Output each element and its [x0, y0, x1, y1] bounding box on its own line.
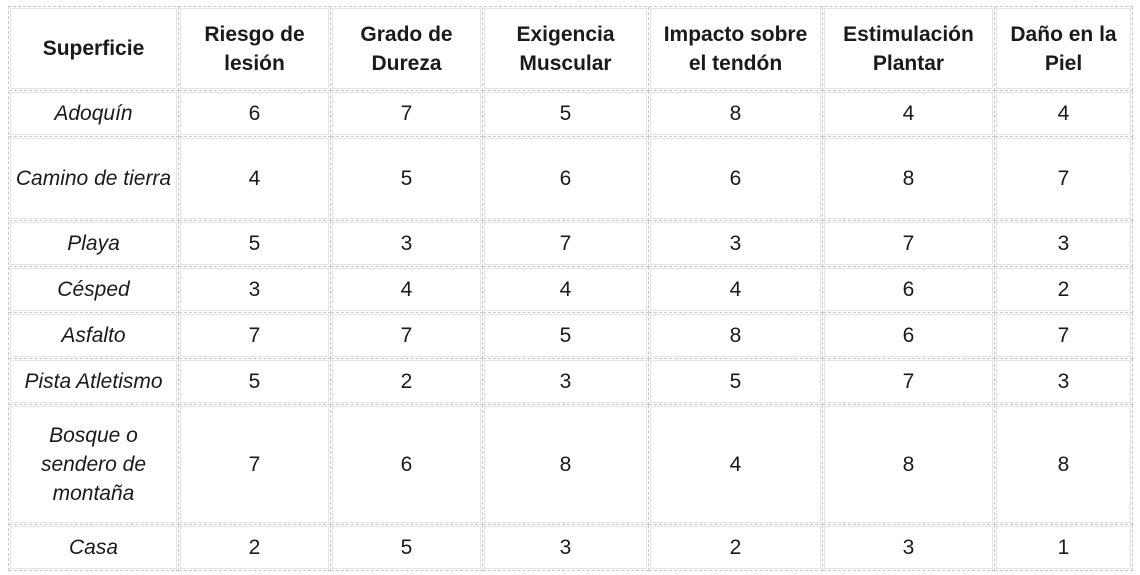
value-cell: 1: [995, 525, 1133, 571]
value-cell: 3: [331, 221, 483, 267]
table-container: Superficie Riesgo de lesión Grado de Dur…: [8, 6, 1133, 571]
value-cell: 3: [823, 525, 995, 571]
value-cell: 6: [823, 267, 995, 313]
header-dano-en-la-piel: Daño en la Piel: [995, 7, 1133, 91]
value-cell: 7: [995, 313, 1133, 359]
value-cell: 6: [483, 137, 649, 221]
value-cell: 5: [649, 359, 823, 405]
value-cell: 5: [179, 359, 331, 405]
value-cell: 7: [483, 221, 649, 267]
value-cell: 4: [823, 91, 995, 137]
table-row: Playa 5 3 7 3 7 3: [9, 221, 1133, 267]
value-cell: 8: [995, 405, 1133, 525]
value-cell: 7: [331, 313, 483, 359]
surface-name: Bosque o sendero de montaña: [9, 405, 179, 525]
value-cell: 5: [179, 221, 331, 267]
table-row: Asfalto 7 7 5 8 6 7: [9, 313, 1133, 359]
header-riesgo-de-lesion: Riesgo de lesión: [179, 7, 331, 91]
value-cell: 7: [179, 313, 331, 359]
value-cell: 2: [995, 267, 1133, 313]
value-cell: 4: [649, 267, 823, 313]
value-cell: 4: [331, 267, 483, 313]
surface-name: Césped: [9, 267, 179, 313]
value-cell: 5: [483, 91, 649, 137]
surface-name: Playa: [9, 221, 179, 267]
value-cell: 4: [995, 91, 1133, 137]
value-cell: 8: [823, 405, 995, 525]
value-cell: 8: [823, 137, 995, 221]
value-cell: 2: [331, 359, 483, 405]
table-header-row: Superficie Riesgo de lesión Grado de Dur…: [9, 7, 1133, 91]
value-cell: 4: [483, 267, 649, 313]
value-cell: 6: [823, 313, 995, 359]
header-estimulacion-plantar: Estimulación Plantar: [823, 7, 995, 91]
table-row: Camino de tierra 4 5 6 6 8 7: [9, 137, 1133, 221]
surface-comparison-table: Superficie Riesgo de lesión Grado de Dur…: [8, 6, 1133, 571]
value-cell: 6: [649, 137, 823, 221]
header-grado-de-dureza: Grado de Dureza: [331, 7, 483, 91]
surface-name: Asfalto: [9, 313, 179, 359]
header-exigencia-muscular: Exigencia Muscular: [483, 7, 649, 91]
surface-name: Adoquín: [9, 91, 179, 137]
value-cell: 3: [179, 267, 331, 313]
value-cell: 3: [483, 359, 649, 405]
value-cell: 7: [823, 221, 995, 267]
value-cell: 6: [331, 405, 483, 525]
table-row: Pista Atletismo 5 2 3 5 7 3: [9, 359, 1133, 405]
table-row: Adoquín 6 7 5 8 4 4: [9, 91, 1133, 137]
value-cell: 3: [649, 221, 823, 267]
table-row: Casa 2 5 3 2 3 1: [9, 525, 1133, 571]
value-cell: 7: [995, 137, 1133, 221]
table-row: Bosque o sendero de montaña 7 6 8 4 8 8: [9, 405, 1133, 525]
value-cell: 7: [331, 91, 483, 137]
value-cell: 8: [649, 91, 823, 137]
value-cell: 4: [649, 405, 823, 525]
value-cell: 5: [483, 313, 649, 359]
value-cell: 8: [483, 405, 649, 525]
value-cell: 3: [995, 221, 1133, 267]
value-cell: 8: [649, 313, 823, 359]
value-cell: 2: [179, 525, 331, 571]
header-superficie: Superficie: [9, 7, 179, 91]
value-cell: 3: [483, 525, 649, 571]
table-row: Césped 3 4 4 4 6 2: [9, 267, 1133, 313]
value-cell: 5: [331, 137, 483, 221]
header-impacto-sobre-el-tendon: Impacto sobre el tendón: [649, 7, 823, 91]
value-cell: 5: [331, 525, 483, 571]
value-cell: 7: [823, 359, 995, 405]
value-cell: 2: [649, 525, 823, 571]
value-cell: 4: [179, 137, 331, 221]
value-cell: 7: [179, 405, 331, 525]
surface-name: Camino de tierra: [9, 137, 179, 221]
value-cell: 3: [995, 359, 1133, 405]
surface-name: Pista Atletismo: [9, 359, 179, 405]
value-cell: 6: [179, 91, 331, 137]
surface-name: Casa: [9, 525, 179, 571]
